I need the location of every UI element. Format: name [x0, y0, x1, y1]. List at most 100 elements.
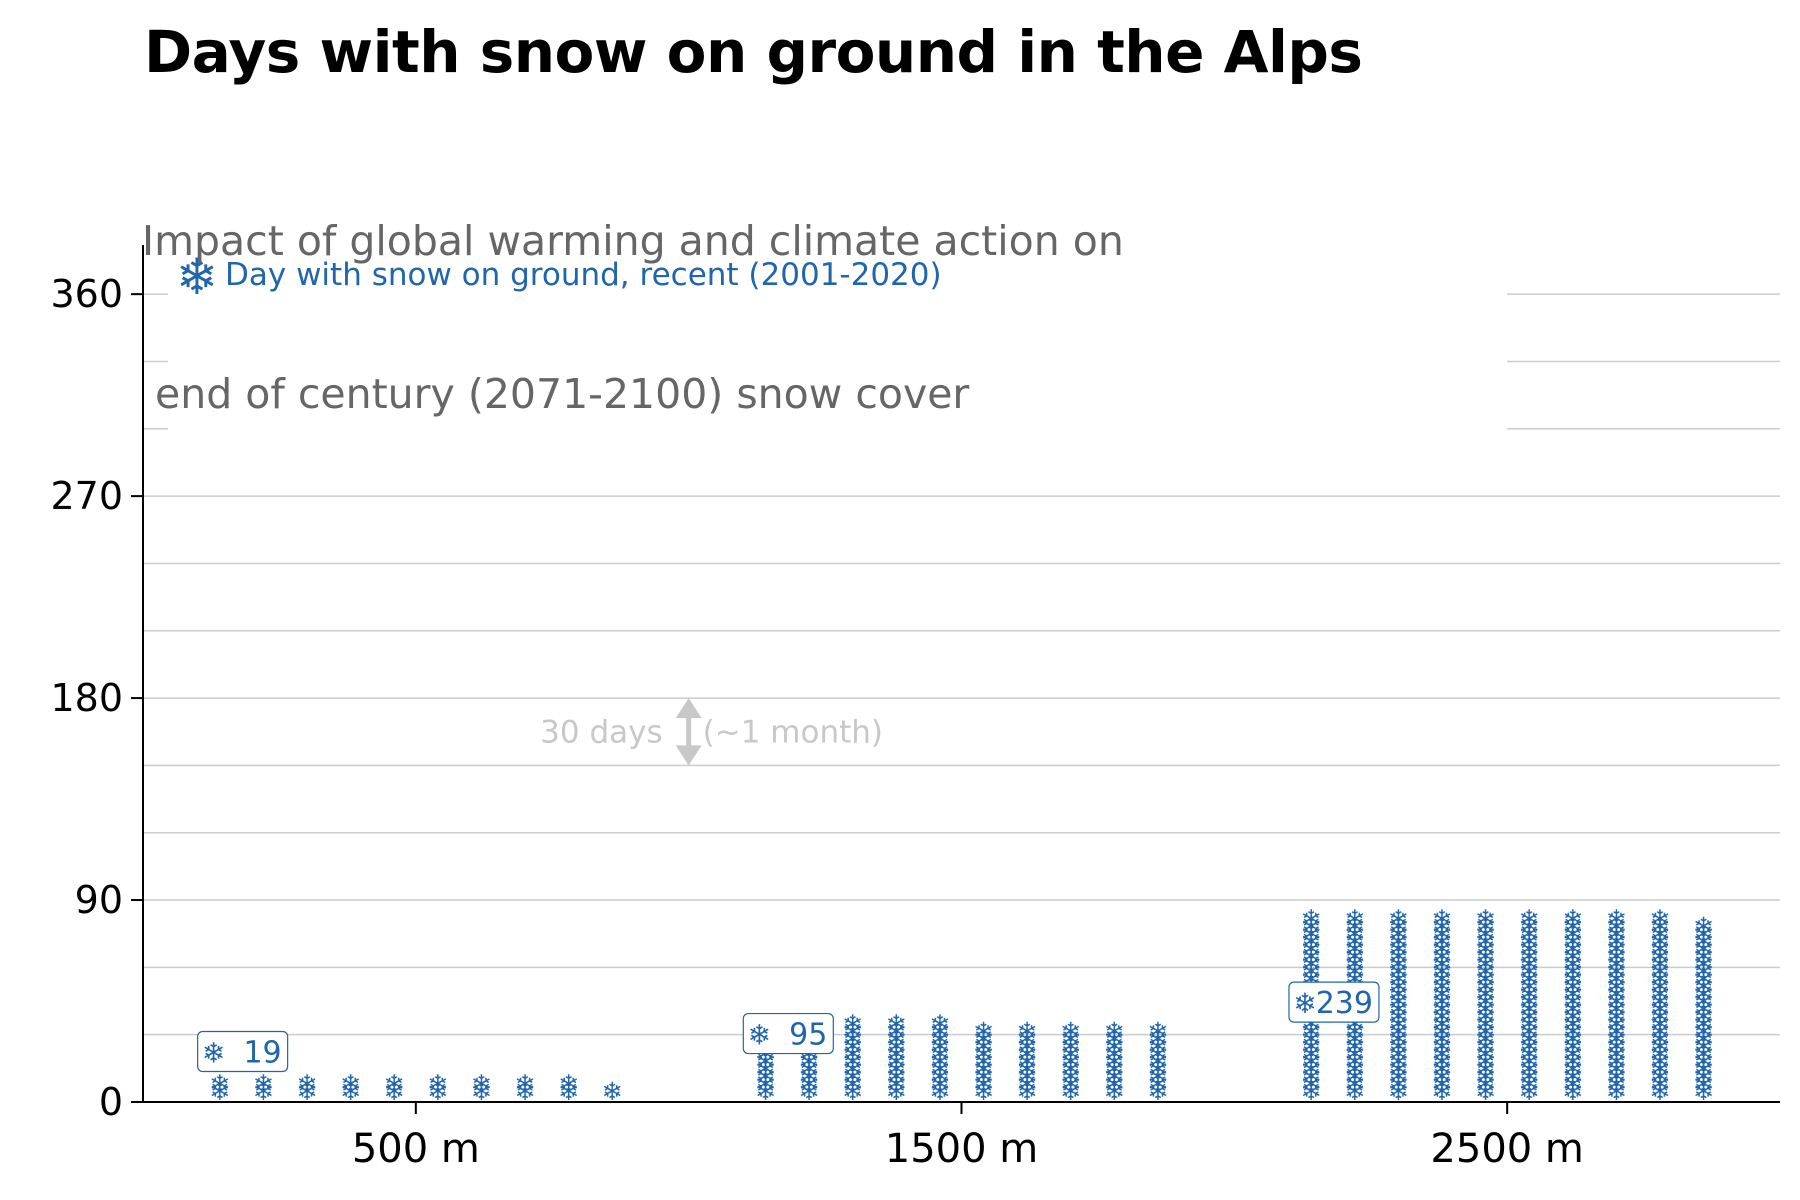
snowflake-icon: ❄	[1693, 942, 1714, 971]
snowflake-icon: ❄	[1475, 1055, 1496, 1084]
snowflake-icon: ❄	[602, 1077, 623, 1106]
snowflake-icon: ❄	[1649, 1040, 1670, 1069]
snowflake-icon: ❄	[1475, 920, 1496, 949]
snowflake-icon: ❄	[1518, 1017, 1539, 1046]
snowflake-icon: ❄	[1300, 935, 1321, 964]
snowflake-icon: ❄	[842, 1055, 863, 1084]
snowflake-icon: ❄	[929, 1070, 950, 1099]
snowflake-icon: ❄	[1104, 1047, 1125, 1076]
snowflake-icon: ❄	[1649, 1010, 1670, 1039]
snowflake-icon: ❄	[1431, 1032, 1452, 1061]
value-label-text: 95	[789, 1018, 827, 1053]
snowflake-icon: ❄	[1300, 1025, 1321, 1054]
snowflake-icon: ❄	[798, 1047, 819, 1076]
snowflake-icon: ❄	[1431, 1077, 1452, 1106]
snowflake-icon: ❄	[1388, 912, 1409, 941]
snowflake-icon: ❄	[296, 1077, 317, 1106]
snowflake-icon: ❄	[1606, 1017, 1627, 1046]
snowflake-icon: ❄	[1475, 1010, 1496, 1039]
snowflake-icon: ❄	[1016, 1025, 1037, 1054]
y-tick-label: 270	[50, 474, 123, 518]
snowflake-icon: ❄	[1060, 1040, 1081, 1069]
snowflake-icon: ❄	[798, 1062, 819, 1091]
snowflake-icon: ❄	[1344, 957, 1365, 986]
snowflake-icon: ❄	[1649, 965, 1670, 994]
snowflake-icon: ❄	[1060, 1025, 1081, 1054]
snowflake-icon: ❄	[1431, 920, 1452, 949]
snowflake-icon: ❄	[1475, 957, 1496, 986]
snowflake-column: ❄❄❄❄❄❄❄❄❄❄	[886, 1010, 907, 1107]
y-tick-label: 180	[50, 676, 123, 720]
snowflake-column: ❄	[602, 1077, 623, 1106]
snowflake-icon: ❄	[1388, 942, 1409, 971]
snowflake-icon: ❄	[1518, 1040, 1539, 1069]
snowflake-icon: ❄	[1344, 1062, 1365, 1091]
snowflake-icon: ❄	[1431, 927, 1452, 956]
snowflake-icon: ❄	[755, 1047, 776, 1076]
value-label-snowflake-icon: ❄	[202, 1037, 225, 1070]
snowflake-icon: ❄	[1693, 965, 1714, 994]
snowflake-column: ❄❄❄❄❄❄❄❄❄❄❄❄❄❄❄❄❄❄❄❄❄❄❄❄	[1649, 905, 1670, 1107]
snowflake-icon: ❄	[842, 1017, 863, 1046]
snowflake-bars: ❄❄ ❄❄ ❄❄ ❄❄ ❄❄ ❄❄ ❄❄ ❄❄ ❄❄ ❄❄ 19❄❄❄❄❄❄❄❄❄❄❄❄❄❄❄❄❄❄…	[197, 905, 1714, 1107]
snowflake-icon: ❄	[755, 1070, 776, 1099]
snowflake-icon: ❄	[929, 1055, 950, 1084]
snowflake-column: ❄❄❄❄❄❄❄❄❄❄❄❄❄❄❄❄❄❄❄❄❄❄❄❄	[1606, 905, 1627, 1107]
snowflake-icon: ❄	[1344, 920, 1365, 949]
snowflake-icon: ❄	[1475, 995, 1496, 1024]
snowflake-icon: ❄	[1562, 972, 1583, 1001]
snowflake-icon: ❄	[1693, 935, 1714, 964]
snowflake-icon: ❄	[1431, 987, 1452, 1016]
snowflake-icon: ❄	[973, 1062, 994, 1091]
snowflake-icon: ❄	[1693, 980, 1714, 1009]
snowflake-icon: ❄	[1693, 1025, 1714, 1054]
snowflake-icon: ❄	[1300, 1062, 1321, 1091]
snowflake-icon: ❄	[1649, 927, 1670, 956]
snowflake-icon: ❄	[1518, 965, 1539, 994]
snowflake-icon: ❄	[1693, 957, 1714, 986]
snowflake-icon: ❄	[1649, 950, 1670, 979]
snowflake-icon: ❄	[1475, 1025, 1496, 1054]
snowflake-icon: ❄	[1562, 905, 1583, 934]
snowflake-icon: ❄	[1431, 1070, 1452, 1099]
snowflake-icon: ❄	[1147, 1062, 1168, 1091]
snowflake-icon: ❄	[929, 1025, 950, 1054]
snowflake-icon: ❄	[1562, 1055, 1583, 1084]
value-label-snowflake-icon: ❄	[1293, 987, 1316, 1020]
snowflake-icon: ❄	[1388, 1070, 1409, 1099]
snowflake-icon: ❄	[1562, 935, 1583, 964]
snowflake-icon: ❄	[1649, 1070, 1670, 1099]
snowflake-icon: ❄	[1431, 1010, 1452, 1039]
snowflake-icon: ❄	[1104, 1040, 1125, 1069]
snowflake-icon: ❄	[1475, 1002, 1496, 1031]
snowflake-icon: ❄	[1649, 920, 1670, 949]
value-label-snowflake-icon: ❄	[748, 1019, 771, 1052]
snowflake-icon: ❄	[1300, 912, 1321, 941]
snowflake-icon: ❄	[1606, 950, 1627, 979]
snowflake-icon: ❄	[1388, 1002, 1409, 1031]
snowflake-column: ❄❄❄❄❄❄❄❄❄❄	[842, 1010, 863, 1107]
snowflake-icon: ❄	[1562, 1062, 1583, 1091]
snowflake-icon: ❄	[1388, 965, 1409, 994]
snowflake-icon: ❄	[1431, 1047, 1452, 1076]
snowflake-icon: ❄	[1562, 1010, 1583, 1039]
snowflake-icon: ❄	[1693, 972, 1714, 1001]
snowflake-icon: ❄	[886, 1040, 907, 1069]
snowflake-icon: ❄	[929, 1010, 950, 1039]
snowflake-icon: ❄	[1693, 927, 1714, 956]
snowflake-icon: ❄	[1606, 995, 1627, 1024]
snowflake-icon: ❄	[1649, 1062, 1670, 1091]
snowflake-icon: ❄	[1606, 980, 1627, 1009]
snowflake-icon: ❄	[1060, 1017, 1081, 1046]
snowflake-icon: ❄	[842, 1040, 863, 1069]
snowflake-icon: ❄	[798, 1055, 819, 1084]
snowflake-icon: ❄	[1475, 987, 1496, 1016]
snowflake-icon: ❄	[973, 1040, 994, 1069]
snowflake-icon: ❄	[842, 1032, 863, 1061]
snowflake-icon: ❄	[1562, 1047, 1583, 1076]
snowflake-icon: ❄	[1693, 1070, 1714, 1099]
snowflake-icon: ❄	[1431, 1017, 1452, 1046]
snowflake-icon: ❄	[1104, 1062, 1125, 1091]
snowflake-icon: ❄	[973, 1032, 994, 1061]
snowflake-icon: ❄	[929, 1040, 950, 1069]
